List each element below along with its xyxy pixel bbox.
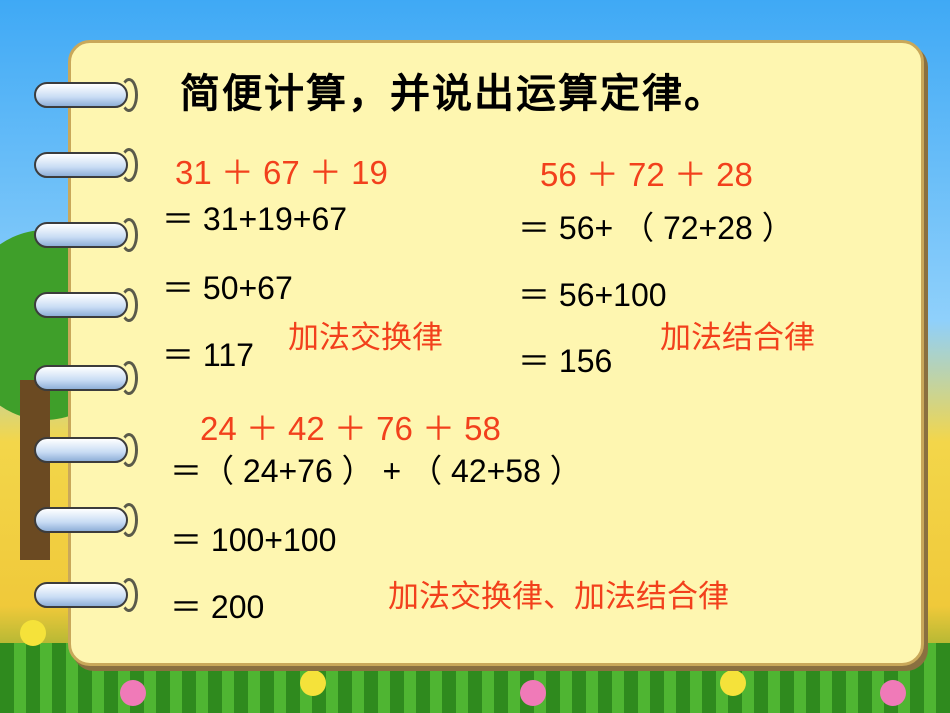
- binder-ring: [34, 78, 138, 112]
- problem-2-law: 加法结合律: [660, 320, 815, 356]
- problem-1-step-3: ＝ 117: [162, 337, 254, 373]
- problem-2-step-1: ＝ 56+ （ 72+28 ）: [518, 210, 794, 246]
- problem-2-step-2: ＝ 56+100: [518, 277, 667, 313]
- problem-3-step-1: ＝（ 24+76 ） + （ 42+58 ）: [170, 453, 582, 489]
- problem-1-law: 加法交换律: [288, 320, 443, 356]
- problem-3-step-2: ＝ 100+100: [170, 522, 337, 558]
- problem-3-expression: 24 ＋ 42 ＋ 76 ＋ 58: [200, 410, 501, 447]
- binder-ring: [34, 361, 138, 395]
- background-trunk: [20, 380, 50, 560]
- flower: [880, 680, 906, 706]
- binder-ring: [34, 148, 138, 182]
- problem-1-step-1: ＝ 31+19+67: [162, 201, 348, 237]
- problem-2-step-3: ＝ 156: [518, 343, 613, 379]
- problem-3-law: 加法交换律、加法结合律: [388, 579, 729, 615]
- binder-ring: [34, 503, 138, 537]
- problem-1-expression: 31 ＋ 67 ＋ 19: [175, 154, 388, 191]
- binder-ring: [34, 578, 138, 612]
- flower: [720, 670, 746, 696]
- binder-ring: [34, 433, 138, 467]
- problem-2-expression: 56 ＋ 72 ＋ 28: [540, 156, 753, 193]
- problem-3-step-3: ＝ 200: [170, 589, 265, 625]
- binder-ring: [34, 288, 138, 322]
- page-title: 简便计算，并说出运算定律。: [180, 70, 726, 117]
- flower: [300, 670, 326, 696]
- notebook-page: [68, 40, 924, 666]
- flower: [520, 680, 546, 706]
- flower: [20, 620, 46, 646]
- binder-ring: [34, 218, 138, 252]
- flower: [120, 680, 146, 706]
- problem-1-step-2: ＝ 50+67: [162, 270, 293, 306]
